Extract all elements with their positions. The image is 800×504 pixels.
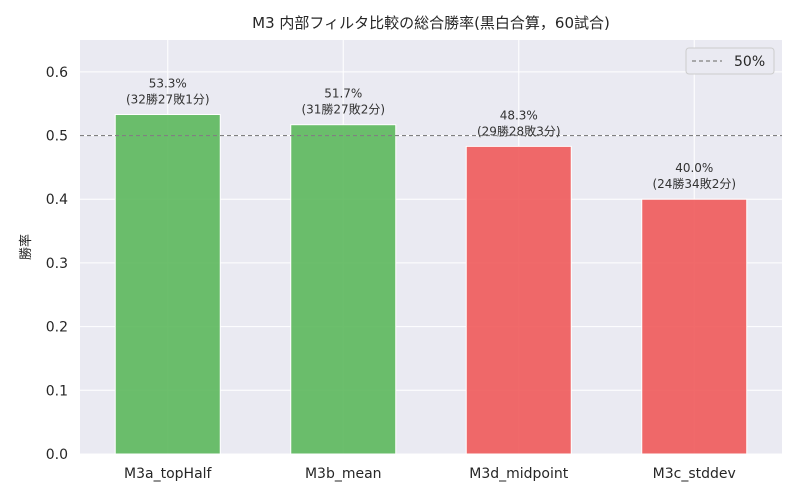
bar-value-label: 53.3% [149, 77, 187, 91]
bar-M3b_mean [290, 124, 397, 455]
bar-M3a_topHalf [114, 114, 221, 455]
bar-value-label: 40.0% [675, 161, 713, 175]
legend-box [685, 47, 775, 75]
bar-M3d_midpoint [465, 145, 572, 455]
legend-entry-label: 50% [734, 54, 765, 70]
y-tick-label: 0.3 [46, 256, 68, 272]
bar-record-label: (32勝27敗1分) [126, 92, 210, 107]
bar-record-label: (31勝27敗2分) [301, 102, 385, 117]
x-tick-label: M3d_midpoint [469, 466, 569, 482]
bar-value-label: 48.3% [500, 108, 538, 122]
y-tick-labels: 0.0 0.1 0.2 0.3 0.4 0.5 0.6 [46, 65, 68, 463]
y-tick-label: 0.5 [46, 129, 68, 145]
y-axis-label: 勝率 [18, 234, 34, 260]
bar-M3c_stddev [641, 198, 748, 455]
bars [114, 114, 748, 455]
y-tick-label: 0.6 [46, 65, 68, 81]
bar-value-label: 51.7% [324, 87, 362, 101]
bar-record-label: (29勝28敗3分) [477, 123, 561, 138]
x-tick-label: M3b_mean [305, 466, 382, 482]
x-tick-labels: M3a_topHalf M3b_mean M3d_midpoint M3c_stdde… [124, 466, 736, 482]
y-tick-label: 0.4 [46, 192, 68, 208]
legend: 50% [685, 47, 775, 75]
bar-labels: 53.3%(32勝27敗1分) 51.7%(31勝27敗2分) 48.3%(29勝2… [126, 77, 736, 192]
y-tick-label: 0.2 [46, 320, 68, 336]
y-tick-label: 0.1 [46, 383, 68, 399]
bar-record-label: (24勝34敗2分) [652, 176, 736, 191]
x-tick-label: M3a_topHalf [124, 466, 213, 482]
chart-title: M3 内部フィルタ比較の総合勝率(黒白合算，60試合) [252, 14, 610, 32]
x-tick-label: M3c_stddev [653, 466, 736, 482]
y-tick-label: 0.0 [46, 447, 68, 463]
